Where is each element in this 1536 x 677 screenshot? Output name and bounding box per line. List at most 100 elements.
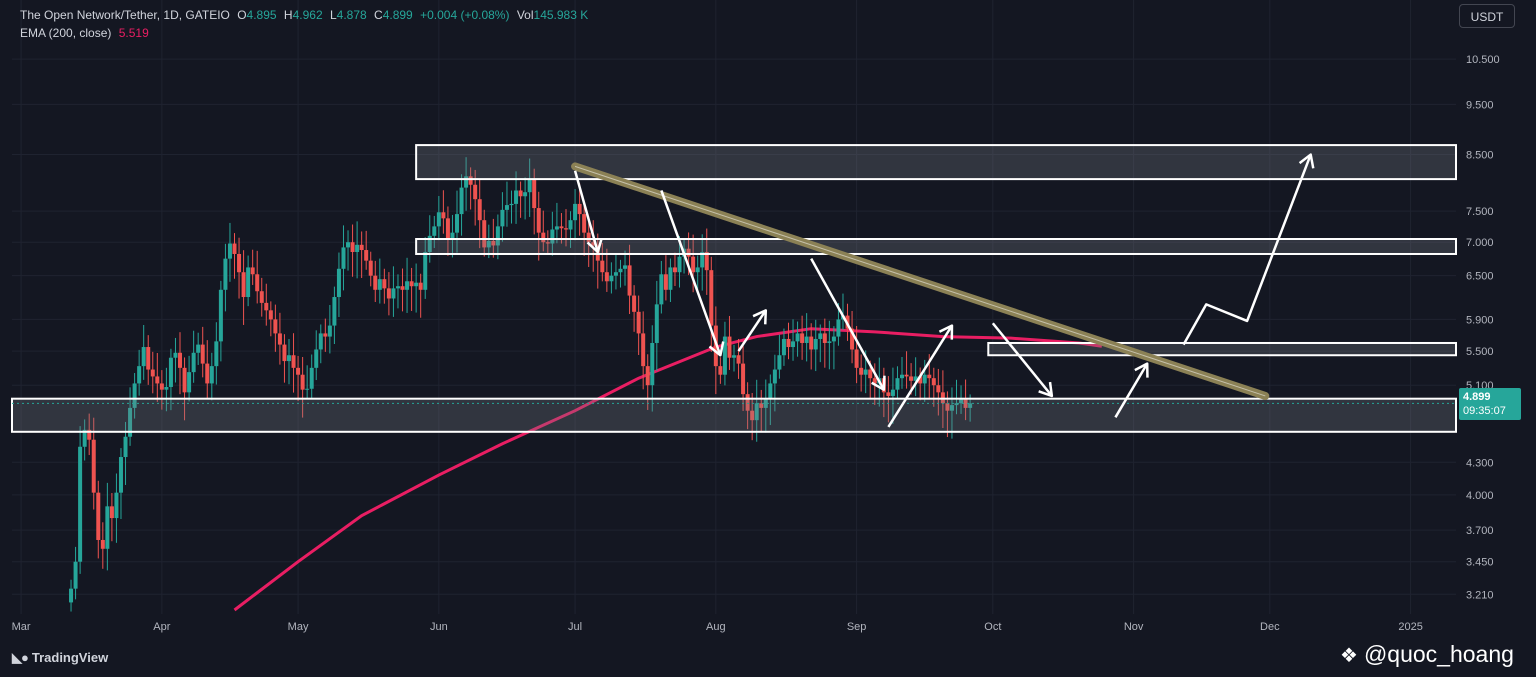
current-price: 4.899 xyxy=(1463,391,1491,403)
candle-body xyxy=(218,289,223,342)
candle-body xyxy=(854,349,859,368)
candle-body xyxy=(82,429,87,447)
candle-body xyxy=(809,336,814,350)
candle-body xyxy=(423,252,428,290)
candle-body xyxy=(527,179,532,193)
candle-body xyxy=(495,226,500,246)
candle-body xyxy=(831,336,836,342)
arrow-head xyxy=(586,238,603,254)
low-label: L xyxy=(329,8,337,22)
binance-square-icon: ❖ xyxy=(1340,645,1358,667)
ohlc-row: The Open Network/Tether, 1D, GATEIO O4.8… xyxy=(20,6,588,24)
candle-body xyxy=(282,344,287,362)
candle-body xyxy=(686,248,691,257)
candle-body xyxy=(327,325,332,337)
candle-body xyxy=(450,232,455,240)
candle-body xyxy=(241,272,246,298)
candle-body xyxy=(436,212,441,227)
candle-body xyxy=(582,214,587,233)
candle-body xyxy=(500,209,505,227)
candle-body xyxy=(959,398,964,404)
candle-body xyxy=(600,260,605,273)
candle-body xyxy=(159,383,164,390)
arrow-head xyxy=(752,309,768,325)
trendline-edge xyxy=(574,165,1266,397)
candle-body xyxy=(146,347,151,370)
candle-body xyxy=(445,218,450,240)
arrow-head xyxy=(871,375,886,391)
candle-body xyxy=(305,388,310,390)
candle-body xyxy=(813,338,818,350)
candle-body xyxy=(341,247,346,269)
high-label: H xyxy=(283,8,293,22)
candle-body xyxy=(350,242,355,253)
candle-body xyxy=(223,258,228,290)
candle-body xyxy=(804,336,809,343)
price-zones xyxy=(11,144,1458,433)
candle-body xyxy=(73,561,78,589)
candle-body xyxy=(123,436,128,458)
candle-body xyxy=(200,344,205,364)
volume-label: Vol xyxy=(516,8,534,22)
candle-body xyxy=(545,242,550,244)
candle-body xyxy=(491,240,496,246)
candle-body xyxy=(822,333,827,343)
candle-body xyxy=(332,297,337,326)
date-tick-label: Jul xyxy=(568,621,582,633)
candle-body xyxy=(309,367,314,389)
candle-body xyxy=(418,282,423,290)
candle-body xyxy=(922,374,927,384)
candle-body xyxy=(164,386,169,390)
candle-body xyxy=(632,295,637,312)
candle-body xyxy=(323,333,328,337)
price-tick-label: 5.900 xyxy=(1466,314,1494,326)
time-axis: Mar Apr May Jun Jul Aug Sep Oct Nov Dec 2025 xyxy=(12,621,1423,633)
candle-body xyxy=(672,267,677,273)
candle-body xyxy=(573,203,578,221)
currency-button[interactable]: USDT xyxy=(1459,4,1515,28)
candle-body xyxy=(722,336,727,375)
candle-body xyxy=(264,302,269,311)
price-tick-label: 5.500 xyxy=(1466,346,1494,358)
ema-200-path xyxy=(233,327,1103,612)
candle-body xyxy=(100,539,105,549)
candle-body xyxy=(936,385,941,393)
candle-body xyxy=(296,367,301,375)
candle-body xyxy=(414,282,419,287)
candle-body xyxy=(863,369,868,375)
candle-body xyxy=(945,403,950,411)
candle-body xyxy=(459,187,464,215)
candle-body xyxy=(536,208,541,233)
price-tick-label: 3.210 xyxy=(1466,589,1494,601)
candle-body xyxy=(514,190,519,204)
tradingview-logo[interactable]: ◣● TradingView xyxy=(12,650,108,666)
candle-body xyxy=(482,220,487,248)
candle-body xyxy=(559,226,564,229)
candle-body xyxy=(359,244,364,251)
candle-body xyxy=(577,203,582,215)
candle-body xyxy=(291,355,296,368)
candle-body xyxy=(663,274,668,290)
candle-body xyxy=(800,333,805,343)
candle-body xyxy=(709,270,714,326)
price-tick-label: 10.500 xyxy=(1466,54,1500,66)
candle-body xyxy=(155,376,160,384)
candle-body xyxy=(96,492,101,540)
arrow-head xyxy=(1298,153,1315,169)
chart-grid xyxy=(12,0,1456,614)
candle-body xyxy=(409,281,414,287)
ema-row[interactable]: EMA (200, close) 5.519 xyxy=(20,24,588,42)
tradingview-label: TradingView xyxy=(31,650,109,665)
date-tick-label: May xyxy=(288,621,309,633)
symbol-title[interactable]: The Open Network/Tether, 1D, GATEIO xyxy=(20,8,230,22)
candle-body xyxy=(931,378,936,386)
volume-value: 145.983 K xyxy=(533,8,589,22)
candle-body xyxy=(395,286,400,289)
candle-body xyxy=(677,256,682,273)
candle-body xyxy=(872,378,877,384)
price-tick-label: 4.000 xyxy=(1466,490,1494,502)
candle-body xyxy=(954,403,959,406)
candle-body xyxy=(532,179,537,209)
arrow-path xyxy=(810,258,885,391)
